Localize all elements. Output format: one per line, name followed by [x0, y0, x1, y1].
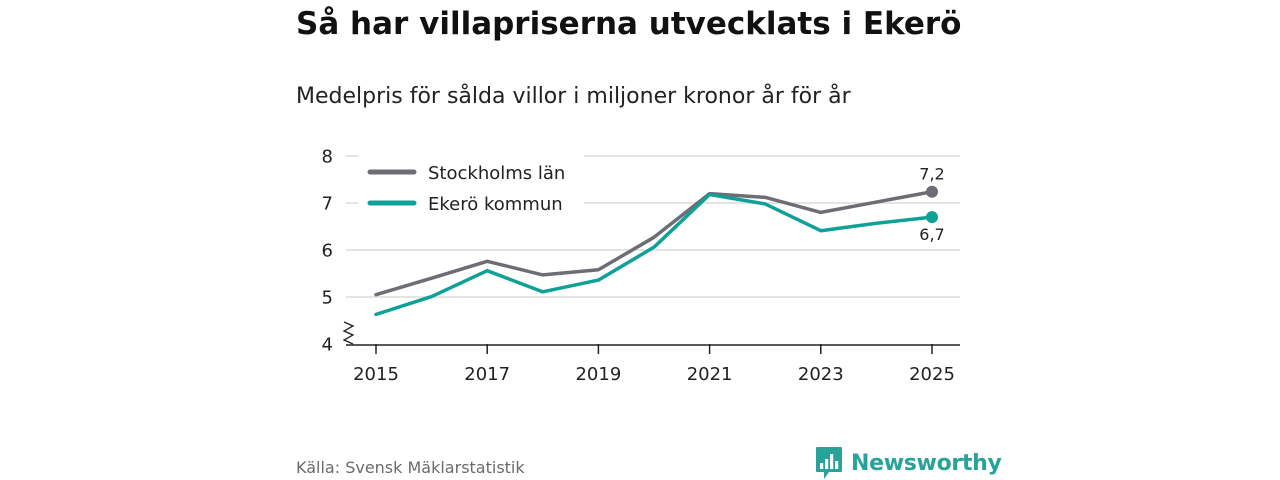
series-lines — [374, 185, 938, 317]
bar-chart-speech-bubble-icon — [816, 447, 842, 479]
logo-wordmark: Newsworthy — [851, 450, 1002, 476]
legend-background — [358, 153, 584, 223]
x-tick-label: 2019 — [575, 364, 621, 385]
y-axis-ticks: 4 5 6 7 8 — [322, 147, 333, 356]
y-tick-label: 8 — [322, 147, 333, 168]
y-tick-label: 5 — [322, 288, 333, 309]
series-line-ekero-kommun — [374, 192, 934, 317]
chart-title: Så har villapriserna utvecklats i Ekerö — [296, 6, 962, 42]
x-tick-label: 2023 — [798, 364, 844, 385]
x-tick-label: 2021 — [687, 364, 733, 385]
x-axis — [336, 320, 960, 346]
legend: Stockholms län Ekerö kommun — [358, 153, 584, 223]
line-chart: 4 5 6 7 8 2015 2017 2019 2021 2023 2025 7,2 6,7 St… — [322, 147, 960, 385]
x-tick-label: 2015 — [353, 364, 399, 385]
legend-label-ekero-kommun: Ekerö kommun — [428, 194, 563, 215]
chart-subtitle: Medelpris för sålda villor i miljoner kr… — [296, 84, 851, 109]
x-tick-label: 2017 — [464, 364, 510, 385]
end-point-stockholms-lan — [926, 185, 938, 198]
axis-break-icon — [336, 320, 358, 345]
y-tick-label: 6 — [322, 241, 333, 262]
y-tick-label: 4 — [322, 335, 333, 356]
x-tick-label: 2025 — [909, 364, 955, 385]
end-label-stockholms-lan: 7,2 — [919, 165, 944, 184]
end-point-ekero-kommun — [926, 211, 938, 224]
source-note: Källa: Svensk Mäklarstatistik — [296, 458, 525, 477]
newsworthy-logo: Newsworthy — [815, 446, 1002, 480]
y-tick-label: 7 — [322, 194, 333, 215]
series-line-stockholms-lan — [374, 189, 934, 297]
legend-label-stockholms-lan: Stockholms län — [428, 163, 565, 184]
end-label-ekero-kommun: 6,7 — [919, 225, 944, 244]
x-axis-ticks: 2015 2017 2019 2021 2023 2025 — [353, 344, 955, 385]
end-labels: 7,2 6,7 — [919, 165, 944, 244]
